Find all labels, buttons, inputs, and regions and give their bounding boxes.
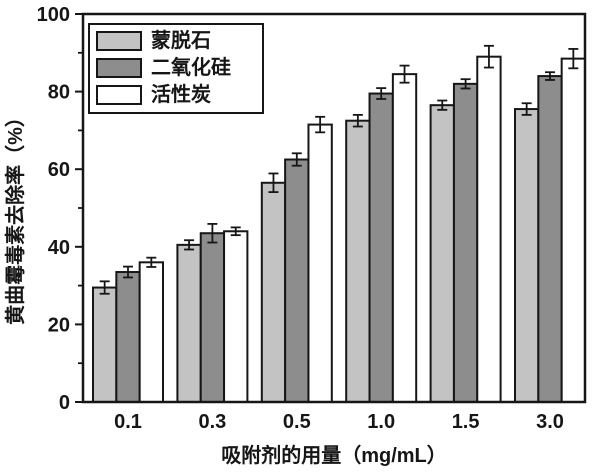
bar-蒙脱石-0.5 [260,181,287,403]
bar-蒙脱石-3.0 [514,108,540,403]
x-tick-label: 0.5 [283,411,311,433]
legend: 蒙脱石 二氧化硅 活性炭 [88,23,264,114]
legend-label-series1: 蒙脱石 [151,30,211,52]
bar-活性炭-3.0 [560,57,587,404]
bar-二氧化硅-0.1 [115,271,141,403]
legend-swatch-series2 [96,58,142,78]
y-tick-label: 60 [48,159,70,181]
y-tick-label: 0 [59,392,70,414]
x-tick-label: 1.0 [367,411,395,433]
bar-二氧化硅-0.3 [199,232,226,403]
bar-蒙脱石-0.1 [92,286,118,404]
y-tick-label: 40 [48,237,70,259]
y-tick-label: 20 [48,314,70,336]
legend-swatch-series3 [96,85,142,105]
x-tick-label: 3.0 [536,411,564,433]
legend-label-series3: 活性炭 [151,84,211,106]
bar-蒙脱石-1.0 [345,119,371,403]
legend-item: 二氧化硅 [96,56,256,80]
bar-二氧化硅-1.0 [368,92,394,403]
x-axis-title: 吸附剂的用量（mg/mL） [221,443,447,467]
legend-item: 活性炭 [96,83,256,107]
bar-蒙脱石-0.3 [176,243,202,403]
bar-二氧化硅-1.5 [452,82,479,403]
bar-蒙脱石-1.5 [429,104,455,404]
bar-活性炭-0.5 [307,123,333,404]
bar-活性炭-1.0 [391,73,418,403]
bar-活性炭-0.3 [223,230,249,403]
legend-label-series2: 二氧化硅 [151,57,231,79]
legend-swatch-series1 [96,31,142,51]
x-tick-label: 1.5 [452,411,480,433]
bar-二氧化硅-3.0 [537,75,563,404]
bar-活性炭-1.5 [476,55,502,404]
x-tick-label: 0.3 [198,411,226,433]
y-tick-label: 80 [48,82,70,104]
y-axis-title: 黄曲霉毒素去除率（%） [3,107,27,325]
x-tick-label: 0.1 [114,411,142,433]
legend-item: 蒙脱石 [96,29,256,53]
y-tick-label: 100 [37,4,70,26]
bar-二氧化硅-0.5 [284,158,310,403]
bar-活性炭-0.1 [138,261,165,403]
